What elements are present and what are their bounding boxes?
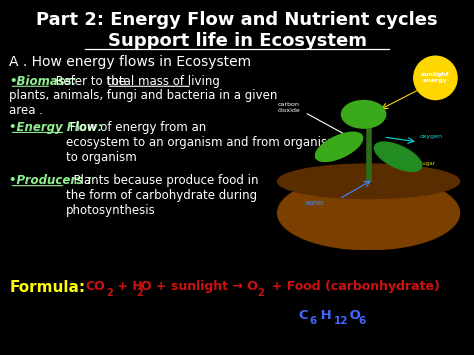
Text: 12: 12 bbox=[334, 316, 348, 326]
Text: Part 2: Energy Flow and Nutrient cycles: Part 2: Energy Flow and Nutrient cycles bbox=[36, 11, 438, 29]
Text: Glucose/Sugar: Glucose/Sugar bbox=[396, 161, 436, 166]
Text: 6: 6 bbox=[309, 316, 316, 326]
Ellipse shape bbox=[341, 100, 386, 128]
Text: total mass of living: total mass of living bbox=[107, 75, 219, 88]
Text: 2: 2 bbox=[106, 288, 113, 297]
Text: A . How energy flows in Ecosystem: A . How energy flows in Ecosystem bbox=[9, 55, 252, 69]
Text: Support life in Ecosystem: Support life in Ecosystem bbox=[108, 32, 366, 50]
Text: plants, animals, fungi and bacteria in a given
area .: plants, animals, fungi and bacteria in a… bbox=[9, 89, 278, 117]
Text: 2: 2 bbox=[257, 288, 264, 297]
Text: + H: + H bbox=[113, 280, 143, 294]
Text: + Food (carbonhydrate): + Food (carbonhydrate) bbox=[263, 280, 440, 294]
Text: 6: 6 bbox=[359, 316, 366, 326]
Text: oxygen: oxygen bbox=[419, 135, 443, 140]
Text: C: C bbox=[299, 309, 308, 322]
Ellipse shape bbox=[374, 142, 422, 171]
Text: O: O bbox=[345, 309, 361, 322]
Text: water: water bbox=[304, 200, 324, 206]
Text: sunlight
energy: sunlight energy bbox=[421, 72, 450, 83]
Circle shape bbox=[414, 56, 457, 99]
Text: Flow of energy from an
ecosystem to an organism and from organism
to organism: Flow of energy from an ecosystem to an o… bbox=[66, 121, 339, 164]
Text: CO: CO bbox=[85, 280, 105, 294]
Text: Refer to the: Refer to the bbox=[52, 75, 130, 88]
Text: Formula:: Formula: bbox=[9, 280, 86, 295]
Ellipse shape bbox=[278, 176, 459, 250]
Text: •Energy Flow:: •Energy Flow: bbox=[9, 121, 103, 134]
Ellipse shape bbox=[315, 132, 363, 162]
Text: Plants because produce food in
the form of carbohydrate during
photosynthesis: Plants because produce food in the form … bbox=[66, 174, 259, 217]
Text: O + sunlight → O: O + sunlight → O bbox=[141, 280, 258, 294]
Ellipse shape bbox=[278, 164, 459, 198]
Text: 2: 2 bbox=[136, 288, 143, 297]
Text: H: H bbox=[316, 309, 331, 322]
Text: •Biomass:: •Biomass: bbox=[9, 75, 77, 88]
Text: carbon
dioxide: carbon dioxide bbox=[278, 102, 301, 113]
Text: •Producers :: •Producers : bbox=[9, 174, 92, 187]
